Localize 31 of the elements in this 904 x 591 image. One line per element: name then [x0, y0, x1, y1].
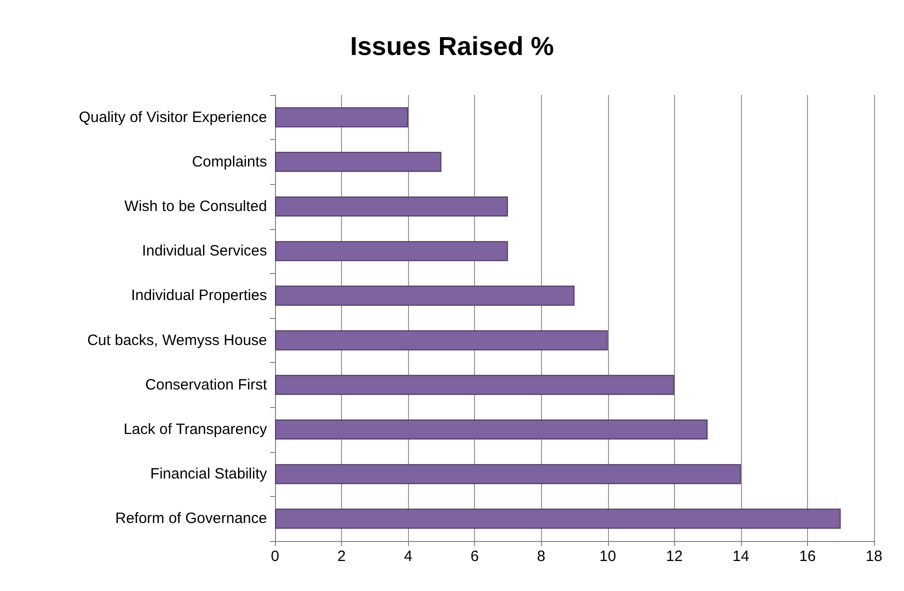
x-tick-label: 16 — [799, 548, 816, 565]
y-tick-label: Cut backs, Wemyss House — [87, 332, 267, 349]
y-tick-label: Individual Services — [142, 242, 267, 260]
bar — [275, 508, 841, 529]
y-tick-label: Financial Stability — [150, 466, 268, 483]
bar — [275, 419, 708, 440]
bar — [275, 464, 741, 484]
x-tick-label: 4 — [404, 548, 412, 565]
x-tick-label: 0 — [270, 548, 280, 565]
bar — [275, 196, 508, 217]
x-tick-label: 6 — [470, 548, 479, 565]
bar — [275, 107, 408, 128]
bar — [275, 286, 574, 306]
x-tick-label: 10 — [599, 548, 616, 565]
bar — [275, 330, 608, 350]
bar — [275, 152, 442, 172]
x-tick-label: 14 — [732, 548, 750, 565]
bar — [275, 241, 508, 262]
y-tick-label: Complaints — [192, 153, 267, 170]
y-tick-label: Lack of Transparency — [124, 421, 268, 438]
x-tick-label: 8 — [537, 548, 546, 565]
x-tick-label: 12 — [666, 548, 683, 565]
y-tick-label: Quality of Visitor Experience — [78, 108, 267, 126]
y-tick-label: Conservation First — [145, 376, 268, 394]
x-tick-label: 2 — [337, 548, 346, 565]
y-tick-label: Individual Properties — [131, 287, 267, 304]
x-tick-label: 18 — [866, 548, 882, 565]
bar — [275, 374, 674, 395]
chart-title: Issues Raised % — [350, 31, 554, 61]
y-tick-label: Wish to be Consulted — [124, 198, 267, 215]
y-tick-label: Reform of Governance — [115, 510, 267, 528]
